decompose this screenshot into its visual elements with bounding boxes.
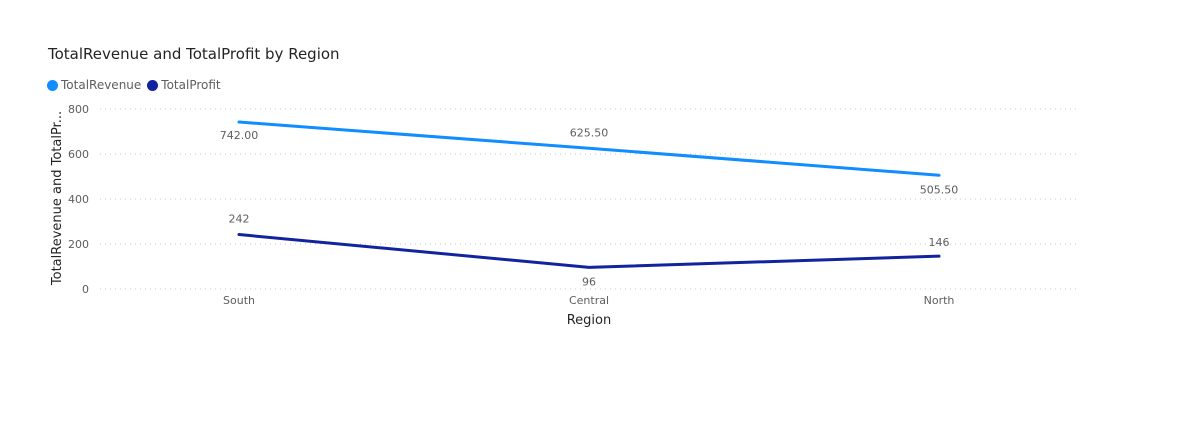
gridlines [100,108,1078,290]
data-label-totalprofit: 242 [229,213,250,226]
legend-marker-revenue [47,79,58,91]
y-axis-title: TotalRevenue and TotalPr... [50,111,65,286]
x-tick-label: South [223,294,255,307]
legend: TotalRevenue TotalProfit [47,78,227,92]
legend-item-profit[interactable]: TotalProfit [147,78,221,92]
y-tick-label: 600 [68,148,89,161]
y-tick-label: 400 [68,193,89,206]
data-label-totalrevenue: 505.50 [920,183,959,196]
y-tick-label: 200 [68,238,89,251]
data-label-totalprofit: 96 [582,275,596,288]
data-labels: 742.00 625.50 505.50 242 96 146 [220,126,959,288]
data-label-totalrevenue: 625.50 [570,126,609,139]
x-axis-ticks: South Central North [223,294,954,307]
x-axis-title: Region [567,313,612,328]
x-tick-label: Central [569,294,609,307]
x-tick-label: North [924,294,955,307]
series-line-totalrevenue[interactable] [237,120,941,177]
legend-label-profit: TotalProfit [161,78,221,92]
legend-label-revenue: TotalRevenue [61,78,142,92]
y-axis-ticks: 0 200 400 600 800 [68,103,89,296]
series-lines [237,120,941,269]
data-label-totalrevenue: 742.00 [220,129,259,142]
data-label-totalprofit: 146 [929,236,950,249]
chart-title: TotalRevenue and TotalProfit by Region [48,45,340,63]
series-line-totalprofit[interactable] [237,233,941,269]
y-tick-label: 800 [68,103,89,116]
legend-item-revenue[interactable]: TotalRevenue [47,78,141,92]
y-tick-label: 0 [82,283,89,296]
legend-marker-profit [147,79,159,91]
